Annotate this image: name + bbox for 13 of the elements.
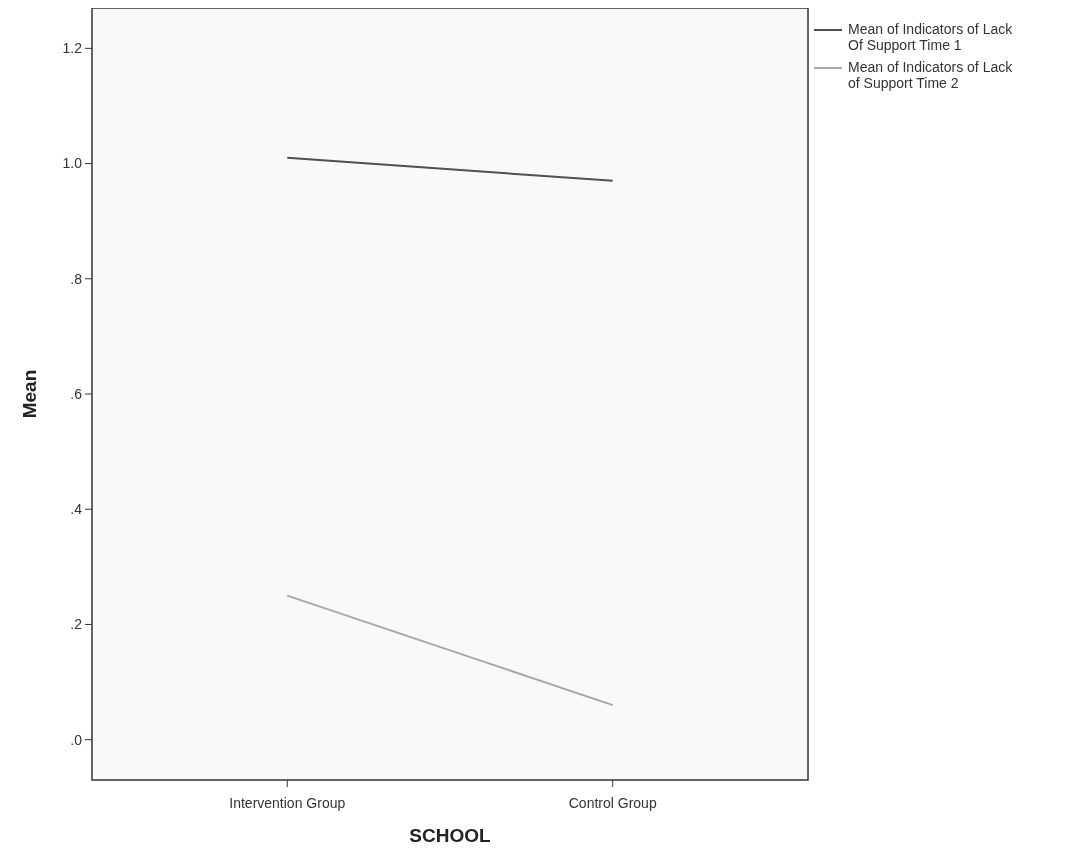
y-tick-label: .6 (70, 385, 83, 402)
legend-label: Mean of Indicators of Lack of Support Time 2 (848, 59, 1014, 91)
y-tick-label: .2 (70, 616, 83, 633)
x-axis-title: SCHOOL (409, 825, 492, 846)
y-tick-label: 1.2 (62, 40, 83, 57)
x-tick-label: Control Group (568, 795, 657, 811)
legend-label: Mean of Indicators of Lack Of Support Time 1 (848, 21, 1014, 53)
x-tick-label: Intervention Group (229, 795, 346, 811)
y-axis-title: Mean (19, 369, 40, 419)
y-tick-label: .0 (70, 731, 83, 748)
y-tick-label: 1.0 (62, 155, 83, 172)
y-tick-label: .8 (70, 270, 83, 287)
y-tick-label: .4 (70, 501, 83, 518)
